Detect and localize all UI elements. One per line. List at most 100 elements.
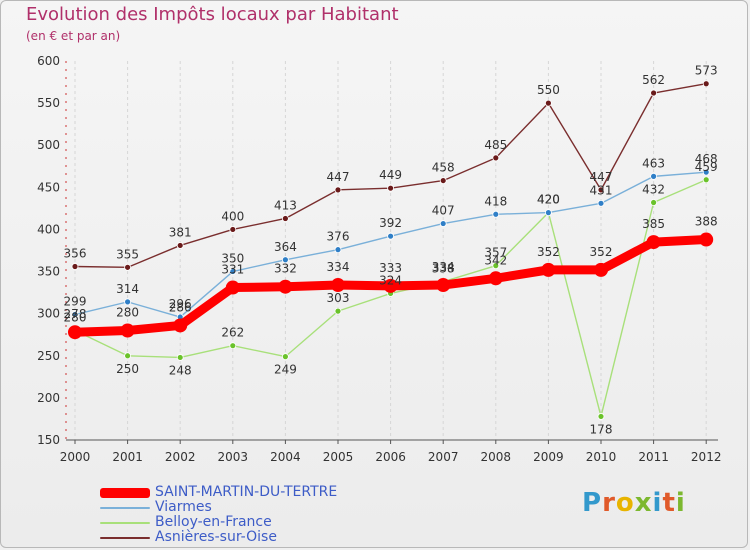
data-label: 280 [64,311,87,325]
data-point [436,278,451,293]
data-label: 400 [221,209,244,223]
data-point [229,342,237,350]
data-label: 413 [274,198,297,212]
data-label: 352 [590,245,613,259]
x-tick-label: 2011 [638,450,669,464]
data-label: 296 [169,297,192,311]
data-label: 333 [379,261,402,275]
x-tick-label: 2003 [218,450,249,464]
proxiti-logo: Proxiti [582,488,686,518]
legend-item: Asnières-sur-Oise [100,530,337,545]
data-point [229,268,237,275]
data-point [492,154,500,162]
data-label: 459 [695,160,718,174]
x-tick-label: 2009 [533,450,564,464]
legend-swatch [100,536,150,539]
logo-letter: P [582,488,603,518]
data-label: 485 [484,138,507,152]
data-point [120,323,135,338]
data-label: 248 [169,363,192,377]
data-label: 324 [379,273,402,287]
data-point [71,263,79,270]
data-label: 420 [537,193,560,207]
y-tick-label: 400 [37,222,60,236]
data-point [68,325,82,340]
data-label: 314 [116,282,139,296]
logo-letter: t [662,488,676,518]
chart-subtitle: (en € et par an) [26,29,121,43]
data-label: 562 [642,73,665,87]
data-label: 342 [484,253,507,267]
data-point [702,168,710,176]
data-label: 178 [590,422,613,436]
data-point [702,80,710,88]
legend-label: Belloy-en-France [155,514,272,530]
data-point [594,262,608,277]
data-label: 458 [432,161,455,175]
data-point [383,278,398,293]
data-point [176,242,184,249]
data-label: 431 [590,183,613,197]
data-label: 376 [327,230,350,244]
data-label: 334 [432,260,455,274]
data-label: 407 [432,204,455,218]
data-point [492,262,500,270]
data-label: 286 [169,300,192,314]
data-point [702,176,710,184]
legend-label: SAINT-MARTIN-DU-TERTRE [155,484,338,500]
x-tick-label: 2008 [481,450,512,464]
data-point [488,271,503,286]
legend-swatch [100,506,150,509]
data-label: 388 [695,215,718,229]
data-point [646,235,661,250]
x-tick-label: 2006 [375,450,406,464]
data-point [597,413,605,420]
data-label: 303 [327,291,350,305]
y-tick-label: 250 [37,349,60,363]
y-tick-label: 200 [37,391,60,405]
y-tick-label: 300 [37,307,60,321]
legend-swatch [100,521,150,524]
data-label: 573 [695,64,718,78]
data-point [699,232,714,247]
legend-swatch [100,487,150,498]
data-label: 364 [274,240,297,254]
y-tick-label: 450 [37,180,60,194]
data-point [597,186,605,194]
data-label: 249 [274,363,297,377]
data-label: 420 [537,193,560,207]
legend-item: Viarmes [100,500,337,515]
logo-letter: o [615,488,635,518]
y-tick-label: 350 [37,265,60,279]
x-tick-label: 2005 [323,450,354,464]
data-point [176,354,184,361]
data-point [281,215,289,222]
data-label: 447 [590,170,613,184]
x-tick-label: 2002 [165,450,196,464]
data-point [545,99,552,107]
data-label: 432 [642,182,665,196]
legend-item: SAINT-MARTIN-DU-TERTRE [100,485,337,500]
data-label: 262 [221,326,244,340]
legend: SAINT-MARTIN-DU-TERTRE Viarmes Belloy-en-F… [100,485,337,545]
data-label: 332 [274,262,297,276]
data-label: 350 [221,252,244,266]
data-point [439,220,447,227]
data-point [541,262,556,277]
data-point [597,199,605,207]
x-tick-label: 2004 [270,450,301,464]
data-point [650,89,657,97]
legend-item: Belloy-en-France [100,515,337,530]
series-lines [68,80,714,420]
data-label: 355 [116,247,139,261]
data-label: 463 [642,156,665,170]
data-label: 280 [116,306,139,320]
data-labels: 356 355 381 400 413 447 449 458 485 550 447 562 573 2… [64,64,718,437]
data-label: 392 [379,216,402,230]
data-label: 447 [327,170,350,184]
data-label: 418 [484,194,507,208]
x-tick-label: 2001 [112,450,143,464]
data-point [334,186,342,194]
legend-label: Asnières-sur-Oise [155,529,277,545]
